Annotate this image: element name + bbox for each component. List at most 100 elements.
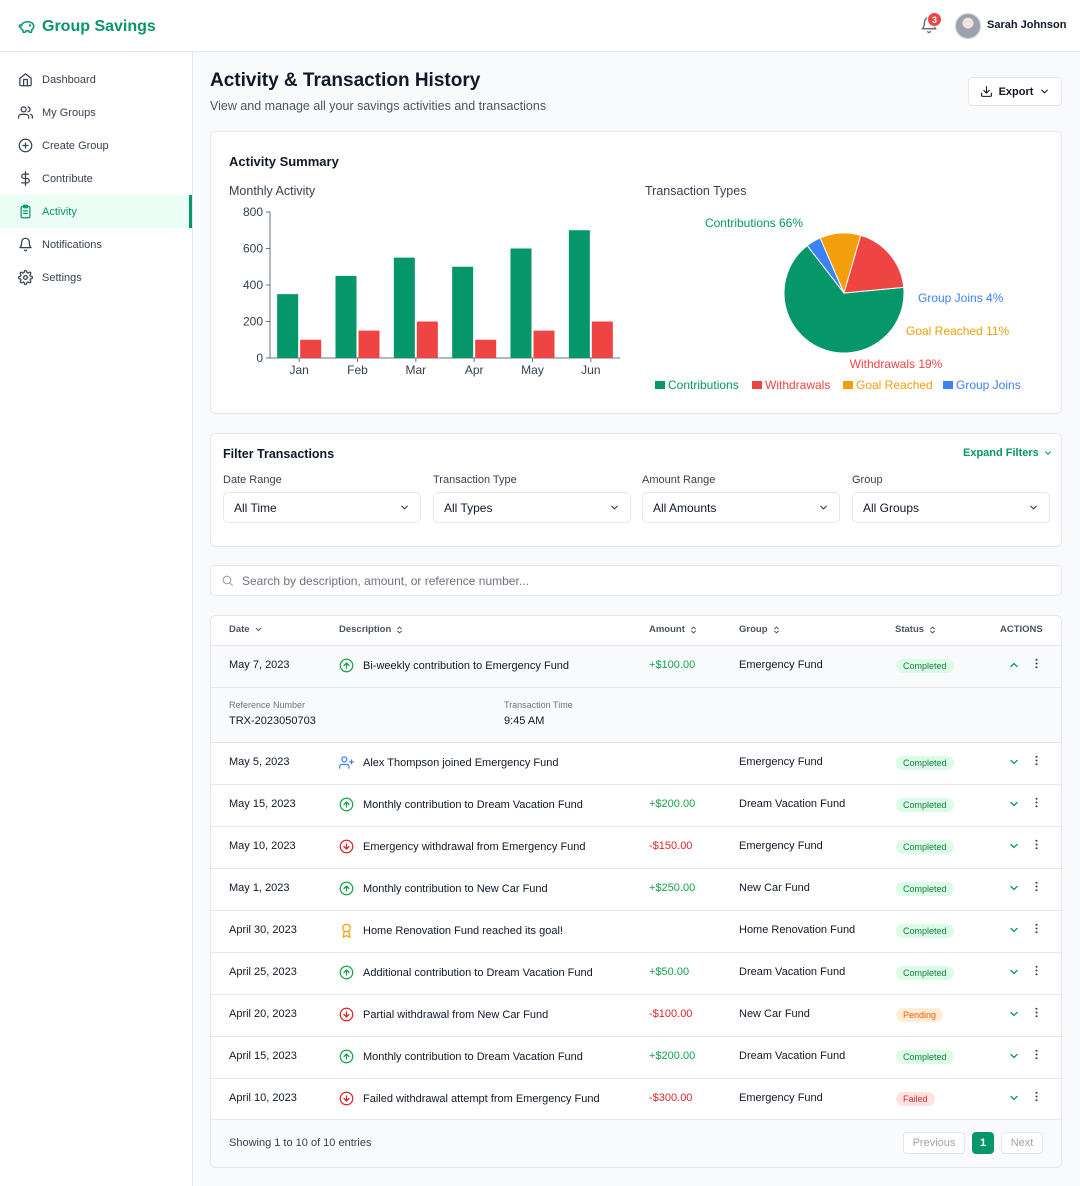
status-badge: Completed	[896, 966, 954, 980]
table-row[interactable]	[211, 742, 1061, 784]
sort-icon	[930, 625, 935, 634]
y-tick-label: 0	[256, 351, 263, 365]
row-group: Emergency Fund	[739, 1092, 823, 1104]
chevron-down-icon[interactable]	[1008, 840, 1020, 852]
avatar[interactable]	[955, 13, 981, 39]
legend-item: Goal Reached	[856, 378, 933, 392]
chevron-down-icon	[1030, 505, 1037, 510]
bar	[452, 266, 474, 358]
more-options-icon[interactable]	[1035, 1007, 1038, 1018]
th-status[interactable]: Status	[895, 624, 937, 635]
user-name[interactable]: Sarah Johnson	[987, 19, 1067, 31]
row-description-text: Monthly contribution to New Car Fund	[363, 882, 548, 895]
expanded-details	[211, 687, 1061, 742]
arrow-up-circle-icon	[339, 797, 354, 812]
chevron-down-icon[interactable]	[1008, 1008, 1020, 1020]
search-input[interactable]: Search by description, amount, or refere…	[210, 565, 1062, 596]
row-date: May 7, 2023	[229, 659, 290, 671]
chevron-down-icon	[820, 505, 827, 510]
row-description: Emergency withdrawal from Emergency Fund	[339, 839, 586, 854]
page-1-button[interactable]: 1	[972, 1132, 994, 1154]
x-tick-label: Jun	[581, 363, 600, 377]
award-icon	[342, 923, 351, 938]
row-amount: +$250.00	[649, 882, 696, 894]
chevron-down-icon[interactable]	[1008, 882, 1020, 894]
user-plus-icon	[339, 756, 354, 769]
bar	[475, 339, 497, 358]
table-row[interactable]	[211, 910, 1061, 952]
top-bar: Group Savings 3 Sarah Johnson	[0, 0, 1080, 52]
row-group: New Car Fund	[739, 882, 810, 894]
row-date: April 30, 2023	[229, 924, 297, 936]
more-options-icon[interactable]	[1035, 965, 1038, 976]
more-options-icon[interactable]	[1035, 1049, 1038, 1060]
th-amount[interactable]: Amount	[649, 624, 698, 635]
export-button[interactable]: Export	[968, 77, 1062, 106]
sidebar-item-notifications[interactable]: Notifications	[0, 228, 192, 261]
more-options-icon[interactable]	[1035, 658, 1038, 669]
piggy-bank-icon	[18, 21, 35, 33]
more-options-icon[interactable]	[1035, 881, 1038, 892]
chevron-down-icon[interactable]	[1008, 966, 1020, 978]
transaction-type-select[interactable]: All Types	[433, 492, 631, 523]
date-range-select[interactable]: All Time	[223, 492, 421, 523]
row-group: Emergency Fund	[739, 756, 823, 768]
table-row[interactable]	[211, 952, 1061, 994]
chevron-down-icon[interactable]	[1008, 798, 1020, 810]
x-tick-label: Mar	[405, 363, 426, 377]
reference-number-value: TRX-2023050703	[229, 715, 316, 727]
arrow-up-circle-icon	[339, 881, 354, 896]
chevron-down-icon[interactable]	[1008, 756, 1020, 768]
sidebar-item-my-groups[interactable]: My Groups	[0, 96, 192, 129]
date-range-value: All Time	[234, 500, 277, 515]
row-description-text: Emergency withdrawal from Emergency Fund	[363, 840, 586, 853]
sidebar-item-contribute[interactable]: Contribute	[0, 162, 192, 195]
row-description: Monthly contribution to New Car Fund	[339, 881, 548, 896]
more-options-icon[interactable]	[1035, 923, 1038, 934]
chevron-down-icon[interactable]	[1008, 1050, 1020, 1062]
more-options-icon[interactable]	[1035, 755, 1038, 766]
sidebar-item-create-group[interactable]: Create Group	[0, 129, 192, 162]
row-description-text: Failed withdrawal attempt from Emergency…	[363, 1092, 600, 1105]
chevron-up-icon[interactable]	[1008, 659, 1020, 671]
chevron-down-icon	[1041, 89, 1049, 94]
sidebar-item-settings[interactable]: Settings	[0, 261, 192, 294]
th-description[interactable]: Description	[339, 624, 404, 635]
bell-icon	[19, 237, 32, 252]
expand-filters-button[interactable]: Expand Filters	[963, 447, 1053, 459]
table-row[interactable]	[211, 994, 1061, 1036]
app-logo[interactable]: Group Savings	[18, 18, 156, 36]
more-options-icon[interactable]	[1035, 797, 1038, 808]
table-row[interactable]	[211, 784, 1061, 826]
sidebar-item-activity[interactable]: Activity	[0, 195, 192, 228]
table-row[interactable]	[211, 1078, 1061, 1120]
row-date: April 10, 2023	[229, 1092, 297, 1104]
monthly-activity-bar-chart: 0 200 400 600 800 Jan Feb Mar Apr May Jun	[243, 205, 620, 377]
group-select[interactable]: All Groups	[852, 492, 1050, 523]
previous-button[interactable]: Previous	[903, 1132, 965, 1154]
row-description: Home Renovation Fund reached its goal!	[339, 923, 563, 938]
next-button[interactable]: Next	[1001, 1132, 1043, 1154]
table-row[interactable]	[211, 868, 1061, 910]
table-row[interactable]	[211, 1036, 1061, 1078]
th-actions: ACTIONS	[1000, 624, 1043, 635]
th-group[interactable]: Group	[739, 624, 781, 635]
y-tick-label: 400	[243, 278, 263, 292]
pie-slice-label: Contributions 66%	[705, 216, 803, 230]
row-description-text: Partial withdrawal from New Car Fund	[363, 1008, 549, 1021]
sidebar-item-dashboard[interactable]: Dashboard	[0, 63, 192, 96]
pagination-summary: Showing 1 to 10 of 10 entries	[229, 1137, 372, 1149]
chevron-down-icon[interactable]	[1008, 924, 1020, 936]
search-icon	[222, 575, 233, 586]
table-row[interactable]	[211, 826, 1061, 868]
chevron-down-icon[interactable]	[1008, 1092, 1020, 1104]
status-badge: Completed	[896, 882, 954, 896]
chevron-down-icon	[1044, 451, 1051, 455]
row-amount: +$200.00	[649, 1050, 696, 1062]
bar	[510, 248, 532, 358]
amount-range-select[interactable]: All Amounts	[642, 492, 840, 523]
more-options-icon[interactable]	[1035, 1091, 1038, 1102]
row-date: May 5, 2023	[229, 756, 290, 768]
th-date[interactable]: Date	[229, 624, 263, 635]
more-options-icon[interactable]	[1035, 839, 1038, 850]
